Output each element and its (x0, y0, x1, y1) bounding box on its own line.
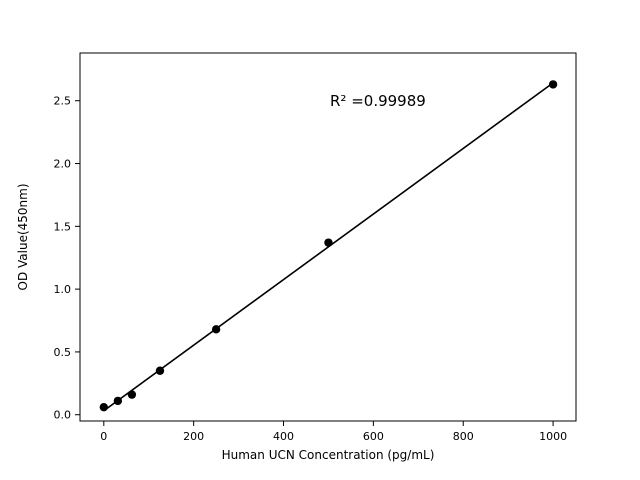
data-point (155, 366, 165, 375)
y-axis-label: OD Value(450nm) (16, 183, 30, 290)
x-axis-label: Human UCN Concentration (pg/mL) (222, 448, 435, 462)
data-point (113, 396, 123, 406)
data-point (211, 325, 221, 334)
y-tick-label: 2.5 (54, 95, 72, 108)
x-tick-label: 800 (453, 430, 474, 443)
plot-area: 0 200 400 600 800 1000 0.0 0.5 1.0 1.5 2.0 2.5 (54, 52, 577, 443)
y-tick-label: 2.0 (54, 158, 72, 171)
data-point (127, 390, 137, 399)
data-point (99, 402, 109, 412)
axes-box (79, 52, 577, 422)
x-tick-label: 0 (100, 430, 107, 443)
x-tick-label: 200 (183, 430, 204, 443)
y-tick-label: 1.5 (54, 220, 72, 233)
x-tick-label: 600 (363, 430, 384, 443)
x-tick-label: 400 (273, 430, 294, 443)
y-tick-label: 0.5 (54, 346, 72, 359)
x-tick-label: 1000 (539, 430, 567, 443)
data-point (324, 238, 333, 247)
data-point (548, 80, 558, 89)
r-squared-annotation: R² =0.99989 (330, 92, 426, 110)
y-tick-label: 1.0 (54, 283, 72, 296)
y-tick-label: 0.0 (54, 409, 72, 422)
